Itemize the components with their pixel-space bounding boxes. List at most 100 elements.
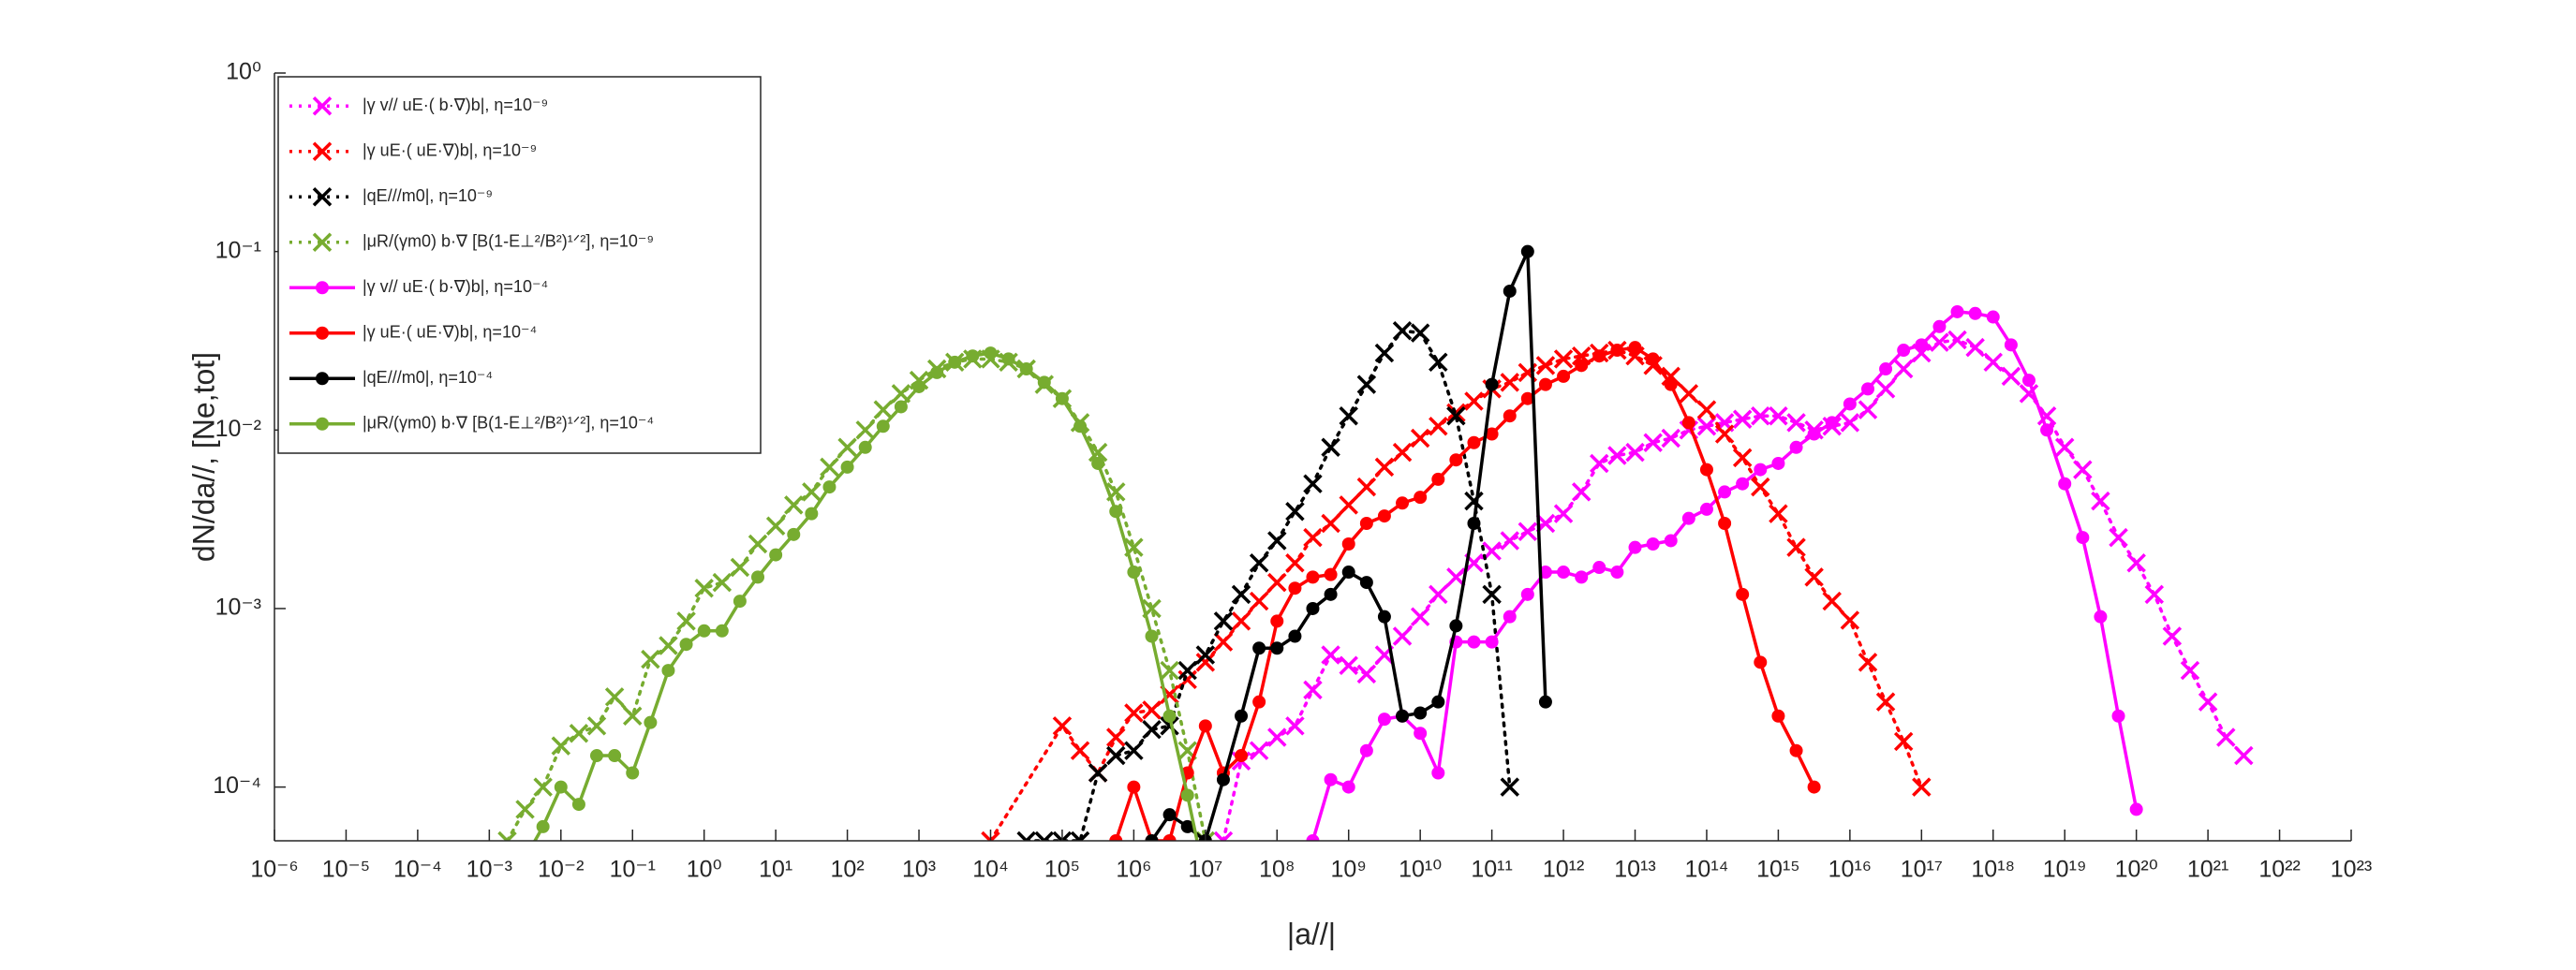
x-marker [1339, 405, 1358, 426]
point [1538, 377, 1552, 391]
x-marker [1374, 457, 1395, 478]
x-marker [1858, 400, 1878, 419]
point [1699, 502, 1713, 516]
x-marker [802, 482, 822, 502]
x-tick-label: 10⁻² [538, 857, 584, 883]
x-marker [1751, 477, 1770, 497]
x-marker [837, 437, 857, 458]
legend-marker [316, 372, 329, 386]
x-marker [1464, 391, 1484, 411]
series-line [1114, 345, 1816, 841]
x-tick-label: 10⁴ [972, 857, 1009, 883]
point [1449, 619, 1463, 633]
point [2129, 802, 2143, 816]
point [894, 400, 908, 414]
point [1288, 629, 1302, 643]
x-tick-label: 10¹⁶ [1828, 857, 1872, 883]
point [1485, 377, 1499, 391]
point [1377, 713, 1391, 727]
legend-marker [316, 281, 329, 295]
x-marker [623, 706, 643, 726]
x-marker [1410, 607, 1430, 626]
x-marker [1249, 591, 1269, 611]
x-marker [641, 649, 660, 669]
point [715, 624, 729, 638]
point [984, 346, 998, 360]
point [1592, 349, 1606, 363]
x-marker [1500, 373, 1519, 392]
point [1145, 629, 1159, 643]
x-marker [1052, 716, 1073, 736]
point [1538, 695, 1552, 709]
x-marker [1339, 655, 1358, 675]
x-marker [2198, 692, 2218, 712]
point [1431, 766, 1445, 780]
point [805, 507, 819, 521]
legend-marker [312, 96, 333, 116]
point [2058, 477, 2072, 491]
x-marker [1840, 413, 1860, 433]
x-marker [1446, 405, 1466, 426]
x-marker [1517, 522, 1538, 541]
point [1073, 419, 1088, 434]
point [948, 355, 962, 369]
x-marker [2162, 626, 2183, 646]
x-marker [1965, 337, 1985, 358]
point [1807, 427, 1821, 441]
point [1431, 695, 1445, 709]
x-marker [1571, 482, 1591, 502]
x-marker [2054, 437, 2075, 458]
x-tick-label: 10⁻³ [466, 857, 512, 883]
point [1557, 566, 1571, 580]
x-marker [748, 534, 768, 554]
point [1467, 635, 1481, 649]
x-tick-label: 10⁵ [1044, 857, 1080, 883]
point [1575, 359, 1589, 373]
legend-label: |qE///m0|, η=10⁻⁹ [363, 186, 493, 205]
x-marker [1088, 763, 1108, 783]
x-marker [1643, 433, 1663, 452]
y-tick-label: 10⁻² [215, 416, 261, 442]
point [1520, 244, 1534, 258]
plot-area [497, 244, 2254, 841]
point [571, 798, 585, 812]
point [2111, 709, 2125, 723]
legend-box [277, 76, 762, 454]
point [1162, 808, 1177, 822]
x-tick-label: 10⁹ [1330, 857, 1367, 883]
point [1610, 566, 1624, 580]
x-marker [586, 716, 607, 736]
x-marker [1410, 323, 1430, 343]
point [589, 749, 603, 763]
x-marker [1303, 527, 1323, 548]
legend-label: |γ v// uE·( b·∇)b|, η=10⁻⁹ [363, 96, 548, 114]
point [1879, 362, 1893, 376]
x-marker [1500, 531, 1519, 551]
x-marker [1535, 356, 1556, 375]
x-marker [1751, 405, 1770, 426]
x-marker [2073, 460, 2093, 479]
point [1359, 516, 1373, 530]
x-marker [1356, 477, 1377, 497]
x-marker [1374, 343, 1395, 363]
point [1001, 352, 1015, 366]
legend-marker [316, 326, 329, 340]
point [1681, 416, 1695, 430]
point [1252, 695, 1266, 709]
point [1055, 391, 1069, 405]
legend-marker [316, 417, 329, 431]
x-marker [2109, 527, 2128, 548]
x-marker [1429, 417, 1448, 436]
x-marker [1732, 409, 1753, 429]
point [822, 480, 836, 494]
x-marker [1858, 653, 1878, 672]
x-marker [1500, 777, 1519, 797]
x-marker [1016, 830, 1036, 841]
point [679, 638, 693, 652]
point [1843, 397, 1857, 411]
x-tick-label: 10⁶ [1116, 857, 1151, 883]
x-marker [1893, 359, 1914, 379]
point [1235, 709, 1249, 723]
x-tick-label: 10⁻⁵ [322, 857, 370, 883]
y-tick-label: 10⁻³ [215, 595, 261, 621]
